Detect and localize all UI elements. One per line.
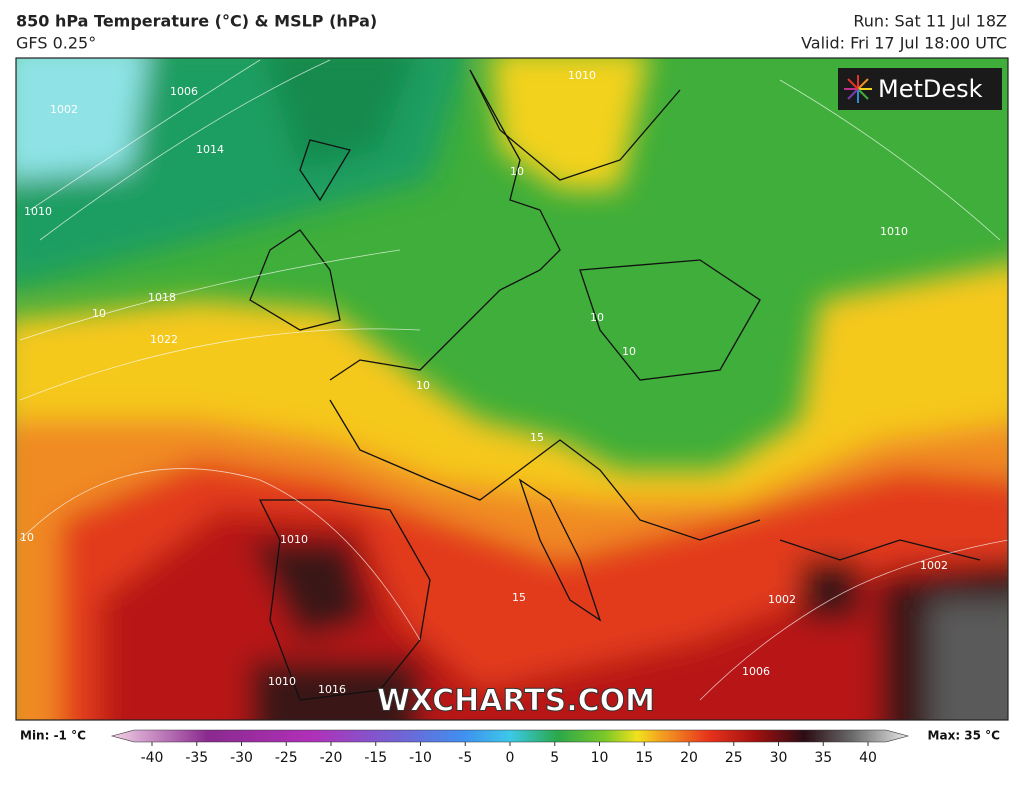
colorbar-tick-label: 15 bbox=[635, 750, 653, 766]
contour-label: 1016 bbox=[318, 683, 346, 696]
contour-label: 10 bbox=[416, 379, 430, 392]
contour-label: 1010 bbox=[880, 225, 908, 238]
contour-label: 10 bbox=[510, 165, 524, 178]
colorbar-tick-label: 5 bbox=[550, 750, 559, 766]
contour-label: 1002 bbox=[50, 103, 78, 116]
contour-label: 10 bbox=[20, 531, 34, 544]
contour-label: 1010 bbox=[280, 533, 308, 546]
colorbar-tick-label: -10 bbox=[409, 750, 432, 766]
contour-label: 1014 bbox=[196, 143, 224, 156]
contour-label: 1006 bbox=[742, 665, 770, 678]
colorbar-tick-label: 10 bbox=[591, 750, 609, 766]
colorbar-tick-label: 20 bbox=[680, 750, 698, 766]
map: 1006 1002 1014 1010 1010 1018 1022 10 10… bbox=[16, 58, 1008, 720]
colorbar-tick-label: -15 bbox=[364, 750, 387, 766]
logo-icon bbox=[844, 75, 872, 103]
title: 850 hPa Temperature (°C) & MSLP (hPa) bbox=[16, 12, 377, 31]
colorbar-tick-label: 30 bbox=[770, 750, 788, 766]
legend-max: Max: 35 °C bbox=[928, 729, 1001, 743]
logo-text: MetDesk bbox=[878, 75, 983, 103]
watermark: WXCHARTS.COM bbox=[377, 684, 655, 719]
contour-label: 1002 bbox=[768, 593, 796, 606]
colorbar-tick-label: -5 bbox=[458, 750, 472, 766]
colorbar-tick-label: 25 bbox=[725, 750, 743, 766]
contour-label: 1018 bbox=[148, 291, 176, 304]
colorbar-ticks: -40 -35 -30 -25 -20 -15 -10 -5 0 5 10 15 20 25 30 35 40 bbox=[141, 742, 877, 766]
contour-label: 10 bbox=[92, 307, 106, 320]
contour-label: 1002 bbox=[920, 559, 948, 572]
colorbar-tick-label: 0 bbox=[506, 750, 515, 766]
contour-label: 15 bbox=[512, 591, 526, 604]
colorbar-tick-label: -40 bbox=[141, 750, 164, 766]
contour-label: 1010 bbox=[24, 205, 52, 218]
contour-label: 1022 bbox=[150, 333, 178, 346]
contour-label: 10 bbox=[622, 345, 636, 358]
colorbar-tick-label: 35 bbox=[814, 750, 832, 766]
colorbar bbox=[110, 729, 910, 743]
contour-label: 10 bbox=[590, 311, 604, 324]
colorbar-tick-label: 40 bbox=[859, 750, 877, 766]
model: GFS 0.25° bbox=[16, 34, 96, 53]
legend-min: Min: -1 °C bbox=[20, 729, 86, 743]
colorbar-tick-label: -30 bbox=[230, 750, 253, 766]
map-frame bbox=[15, 57, 1009, 721]
run-time: Run: Sat 11 Jul 18Z bbox=[853, 12, 1007, 31]
valid-time: Valid: Fri 17 Jul 18:00 UTC bbox=[801, 34, 1007, 53]
contour-label: 15 bbox=[530, 431, 544, 444]
contour-label: 1010 bbox=[268, 675, 296, 688]
colorbar-tick-label: -25 bbox=[275, 750, 298, 766]
contour-label: 1006 bbox=[170, 85, 198, 98]
contour-label: 1010 bbox=[568, 69, 596, 82]
colorbar-tick-label: -20 bbox=[320, 750, 343, 766]
colorbar-tick-label: -35 bbox=[185, 750, 208, 766]
